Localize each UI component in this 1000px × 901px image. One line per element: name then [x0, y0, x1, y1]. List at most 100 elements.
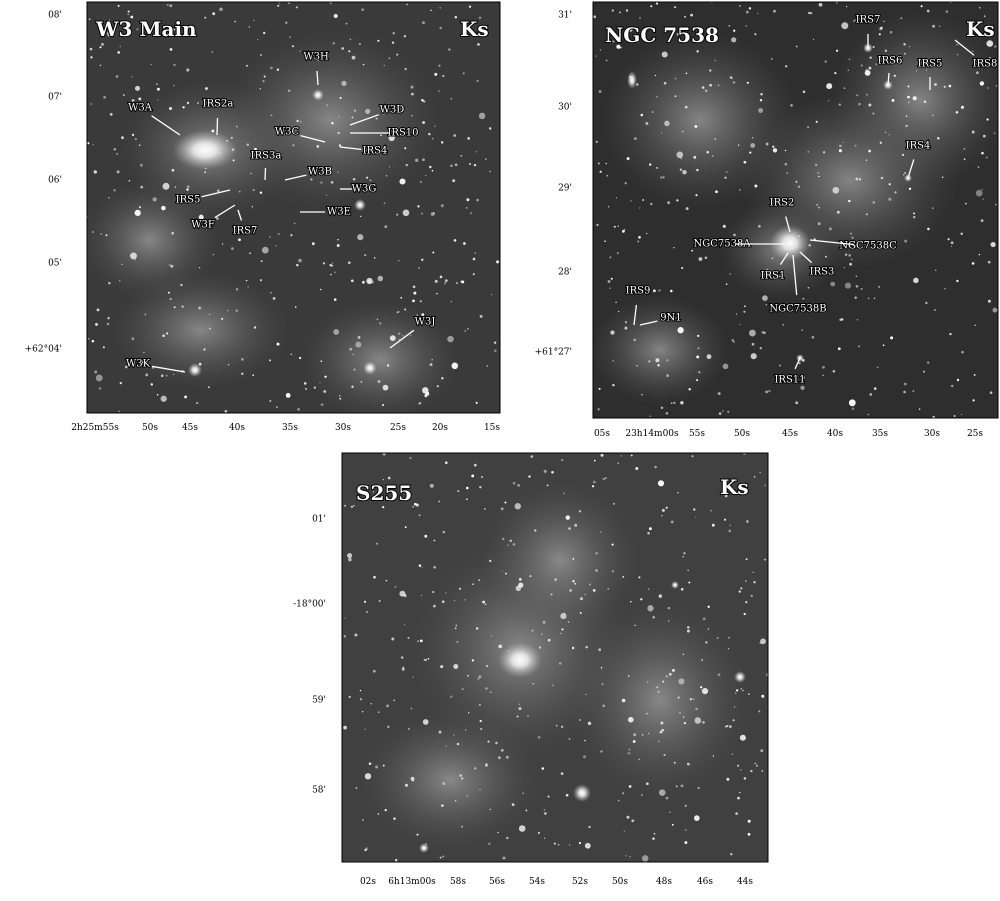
star: [679, 712, 681, 714]
star: [433, 566, 436, 569]
star: [733, 719, 735, 721]
star: [432, 251, 434, 253]
star: [637, 240, 639, 242]
star: [486, 763, 488, 765]
star: [596, 141, 598, 143]
star: [459, 774, 462, 777]
star: [530, 575, 532, 577]
bright-source: [627, 71, 637, 89]
star: [894, 191, 896, 193]
star: [438, 90, 439, 91]
star: [668, 620, 669, 621]
star: [956, 280, 958, 282]
star: [398, 333, 400, 335]
star: [507, 545, 508, 546]
star: [378, 813, 380, 815]
star: [994, 45, 996, 47]
star: [166, 375, 168, 377]
star: [445, 592, 446, 593]
star: [612, 570, 614, 572]
star: [939, 26, 940, 27]
star: [625, 321, 627, 323]
star: [123, 94, 125, 96]
star: [323, 262, 325, 264]
star: [466, 207, 467, 208]
star: [857, 319, 858, 320]
star: [275, 245, 276, 246]
source-label: W3D: [380, 105, 405, 116]
star: [375, 766, 378, 769]
star: [334, 272, 336, 274]
star: [234, 21, 236, 23]
figure: W3 MainKsW3AIRS2aW3HW3DW3CIRS10IRS4IRS3a…: [0, 0, 1000, 901]
star: [904, 172, 906, 174]
star: [357, 234, 363, 240]
star: [749, 151, 751, 153]
y-tick-label: +62°04': [25, 345, 62, 355]
star: [926, 70, 927, 71]
source-label: 9N1: [660, 313, 681, 324]
star: [361, 8, 364, 11]
star: [675, 95, 677, 97]
star: [296, 264, 299, 267]
star: [550, 593, 552, 595]
star: [305, 388, 307, 390]
star: [579, 719, 581, 721]
star: [881, 177, 884, 180]
star: [316, 145, 319, 148]
star: [457, 490, 459, 492]
bright-source: [671, 581, 679, 589]
star: [186, 188, 188, 190]
star: [904, 240, 907, 243]
star: [389, 58, 391, 60]
star: [440, 665, 443, 668]
star: [260, 88, 261, 89]
star: [921, 5, 923, 7]
star: [666, 797, 669, 800]
star: [383, 65, 385, 67]
star: [469, 163, 471, 165]
star: [676, 151, 683, 158]
star: [648, 733, 649, 734]
star: [923, 371, 925, 373]
star: [961, 233, 963, 235]
star: [696, 50, 698, 52]
star: [705, 257, 708, 260]
star: [685, 805, 688, 808]
source-label: W3J: [415, 317, 436, 328]
star: [685, 829, 687, 831]
star: [344, 635, 346, 637]
star: [617, 252, 619, 254]
star: [566, 794, 569, 797]
star: [132, 134, 134, 136]
star: [666, 675, 668, 677]
star: [698, 371, 700, 373]
star: [440, 857, 442, 859]
star: [614, 226, 616, 228]
star: [411, 93, 414, 96]
star: [312, 242, 315, 245]
star: [128, 11, 130, 13]
star: [994, 132, 996, 134]
star: [539, 646, 541, 648]
star: [439, 27, 441, 29]
star: [858, 345, 860, 347]
star: [476, 402, 478, 404]
star: [393, 818, 395, 820]
star: [170, 48, 173, 51]
star: [712, 155, 713, 156]
star: [629, 752, 630, 753]
star: [173, 374, 174, 375]
star: [341, 81, 346, 86]
star: [625, 182, 627, 184]
source-label: IRS4: [363, 146, 388, 157]
star: [676, 199, 678, 201]
star: [339, 398, 341, 400]
star: [830, 282, 835, 287]
star: [418, 402, 420, 404]
star: [600, 750, 602, 752]
star: [758, 225, 761, 228]
star: [653, 289, 656, 292]
star: [139, 144, 141, 146]
star: [490, 692, 492, 694]
